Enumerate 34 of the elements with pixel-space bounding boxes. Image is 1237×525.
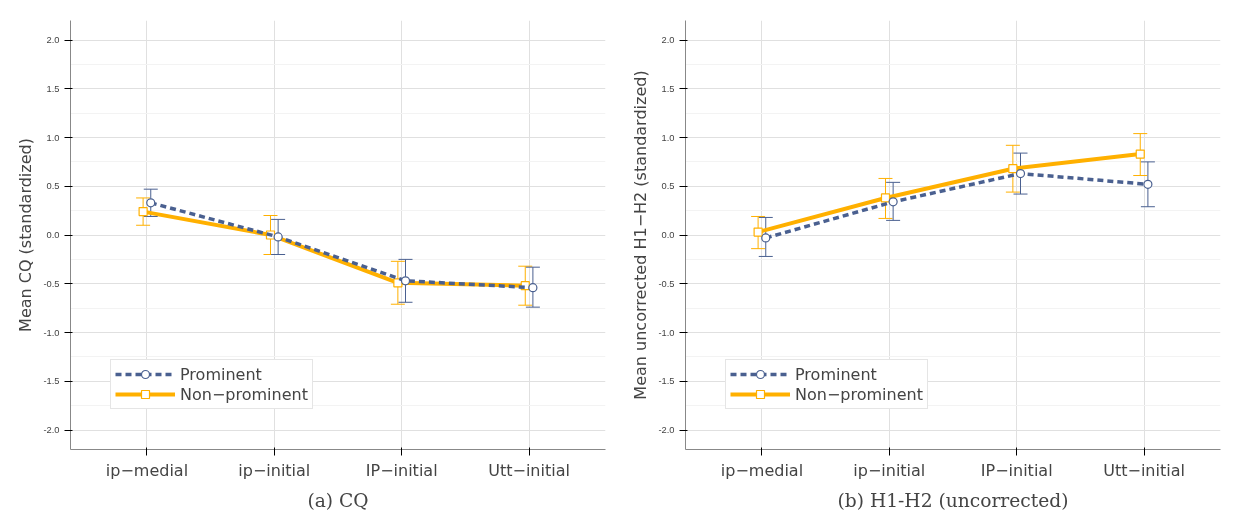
y-tick-label: -2.0	[43, 425, 60, 435]
x-tick-label: Utt−initial	[488, 460, 570, 480]
y-axis-title: Mean uncorrected H1−H2 (standardized)	[631, 70, 651, 400]
legend-label: Non−prominent	[795, 384, 923, 404]
y-tick-label: 1.5	[661, 83, 675, 94]
y-tick-label: 1.0	[46, 132, 60, 143]
y-tick-label: 1.5	[46, 83, 60, 94]
y-tick-label: 2.0	[661, 35, 675, 45]
legend-label: Prominent	[795, 364, 877, 384]
y-tick-label: -0.5	[43, 278, 60, 289]
y-tick-label: -1.0	[658, 327, 675, 338]
x-tick-label: ip−initial	[853, 460, 926, 480]
x-tick-label: IP−initial	[980, 460, 1053, 480]
y-tick-label: -1.0	[43, 327, 60, 338]
y-tick-label: -1.5	[658, 376, 675, 387]
y-tick-label: -1.5	[43, 376, 60, 387]
x-tick-label: ip−initial	[238, 460, 311, 480]
y-axis-title: Mean CQ (standardized)	[16, 138, 36, 332]
legend-label: Prominent	[180, 364, 262, 384]
y-tick-label: 1.0	[661, 132, 675, 143]
y-tick-label: 0.0	[661, 230, 675, 240]
x-tick-label: ip−medial	[105, 460, 189, 480]
text: (a) CQ	[307, 489, 369, 511]
x-tick-label: Utt−initial	[1103, 460, 1185, 480]
y-tick-label: 0.5	[661, 181, 675, 192]
y-tick-label: -2.0	[658, 425, 675, 435]
x-tick-label: ip−medial	[720, 460, 804, 480]
y-tick-label: 2.0	[46, 35, 60, 45]
x-tick-label: IP−initial	[365, 460, 438, 480]
y-tick-label: -0.5	[658, 278, 675, 289]
y-tick-label: 0.0	[46, 230, 60, 240]
legend-label: Non−prominent	[180, 384, 308, 404]
text: (b) H1-H2 (uncorrected)	[837, 489, 1069, 511]
y-tick-label: 0.5	[46, 181, 60, 192]
